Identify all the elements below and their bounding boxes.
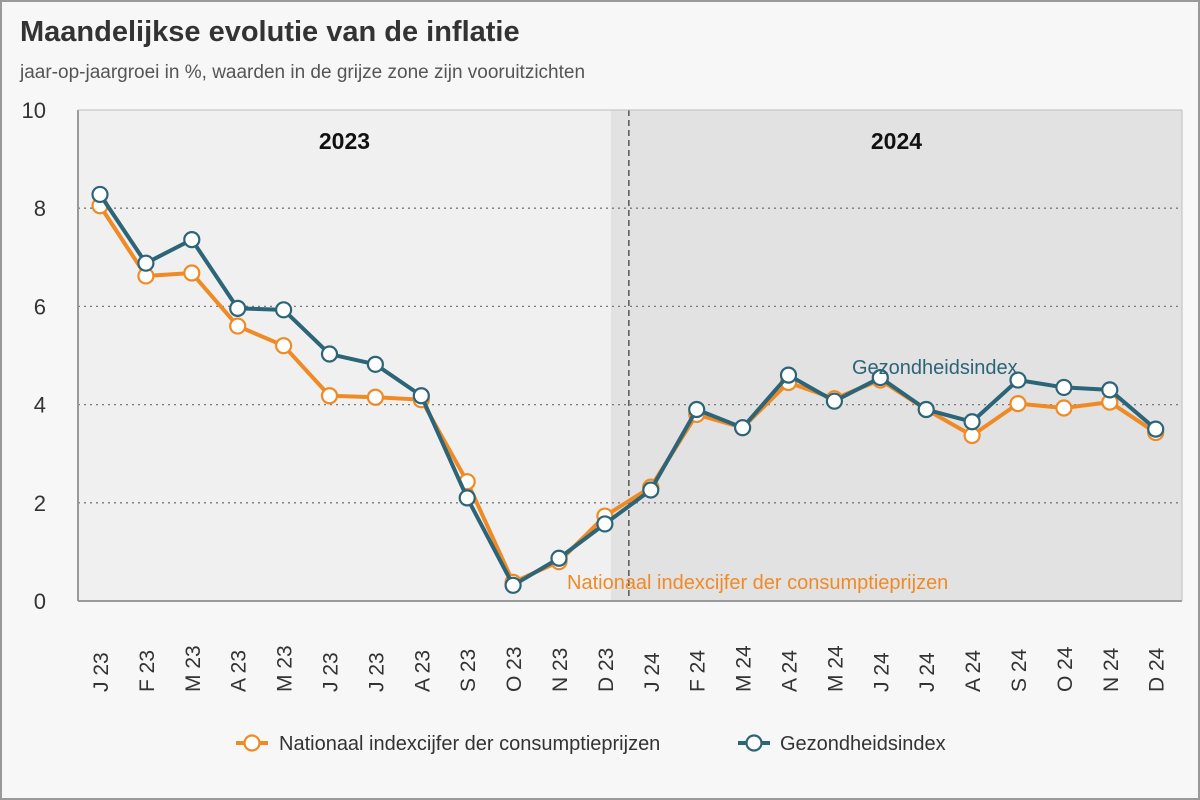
data-point (550, 549, 568, 567)
legend-label: Gezondheidsindex (780, 733, 946, 755)
data-point (917, 400, 935, 419)
data-point (963, 413, 981, 431)
x-tick-label: F 24 (687, 650, 710, 692)
x-tick-label: N 24 (1100, 647, 1123, 692)
x-tick-label: D 24 (1146, 647, 1169, 692)
axis-layer: 0 2 4 6 8 10 J 23 F 23 M 23 A 23 M 23 J 23 J 23 A 23 S… (22, 98, 1183, 692)
x-tick-label: J 23 (365, 652, 388, 692)
annotation-gezondheidsindex: Gezondheidsindex (852, 357, 1018, 379)
data-point (183, 264, 201, 282)
data-point (1009, 395, 1027, 413)
x-tick-label: J 23 (320, 652, 343, 692)
series-layer (91, 185, 1165, 594)
legend-swatch-marker (745, 734, 763, 752)
data-point (320, 387, 339, 405)
legend-swatch-marker (243, 734, 261, 752)
data-point (183, 231, 201, 249)
x-tick-label: S 24 (1008, 648, 1031, 692)
y-tick-label: 2 (34, 491, 46, 516)
data-point (504, 576, 522, 594)
y-tick-label: 6 (34, 294, 46, 319)
y-tick-label: 4 (34, 393, 46, 418)
zone-2024 (610, 110, 1182, 601)
y-tick-label: 8 (34, 196, 46, 221)
x-tick-label: A 23 (411, 650, 434, 692)
annotation-layer: Gezondheidsindex Nationaal indexcijfer de… (567, 357, 1018, 594)
x-tick-label: J 24 (870, 652, 893, 692)
data-point (366, 355, 384, 373)
x-tick-label: M 23 (274, 645, 297, 692)
x-tick-label: D 23 (595, 648, 618, 692)
x-tick-label: S 23 (457, 649, 480, 692)
data-point (871, 368, 889, 387)
legend-item-0: Nationaal indexcijfer der consumptieprij… (236, 733, 660, 755)
data-point (91, 185, 109, 204)
data-point (137, 254, 155, 272)
x-tick-label: F 23 (136, 650, 159, 692)
data-point (412, 387, 430, 405)
data-point (275, 301, 293, 319)
x-tick-label: M 23 (182, 645, 205, 692)
data-point (458, 489, 476, 507)
data-point (642, 481, 660, 499)
legend-item-1: Gezondheidsindex (738, 733, 946, 755)
grid-layer (78, 207, 1182, 504)
data-point (1101, 381, 1119, 399)
y-tick-label: 10 (22, 98, 46, 123)
annotation-nationaal-indexcijfer: Nationaal indexcijfer der consumptieprij… (567, 572, 948, 594)
y-tick-label: 0 (34, 589, 46, 614)
chart-title: Maandelijkse evolutie van de inflatie (20, 16, 520, 48)
data-point (596, 515, 614, 533)
x-tick-label: M 24 (824, 645, 847, 692)
data-point (275, 337, 293, 355)
data-point (1055, 399, 1073, 417)
chart-subtitle: jaar-op-jaargroei in %, waarden in de gr… (20, 62, 586, 83)
data-point (779, 366, 798, 384)
data-point (1147, 420, 1165, 438)
data-point (733, 419, 752, 437)
x-tick-label: A 23 (228, 650, 251, 692)
data-point (825, 392, 844, 410)
data-point (688, 400, 706, 419)
x-tick-label: J 24 (916, 652, 939, 692)
legend: Nationaal indexcijfer der consumptieprij… (236, 733, 946, 755)
x-tick-label: N 23 (549, 648, 572, 692)
x-tick-label: O 24 (1054, 646, 1077, 692)
x-tick-label: J 24 (641, 652, 664, 692)
zone-label-2023: 2023 (319, 128, 370, 154)
x-tick-label: J 23 (90, 652, 113, 692)
x-tick-label: M 24 (733, 645, 756, 692)
series-1 (91, 185, 1165, 594)
data-point (1055, 378, 1073, 397)
zone-label-2024: 2024 (871, 128, 922, 154)
data-point (229, 299, 247, 317)
x-tick-label: O 23 (503, 646, 526, 692)
data-point (229, 317, 247, 335)
data-point (366, 388, 384, 406)
x-tick-label: A 24 (779, 650, 802, 692)
data-point (320, 345, 339, 363)
data-point (1009, 371, 1027, 389)
legend-label: Nationaal indexcijfer der consumptieprij… (279, 733, 660, 755)
zones-layer: 2023 2024 (78, 110, 1182, 601)
x-tick-label: A 24 (962, 650, 985, 692)
